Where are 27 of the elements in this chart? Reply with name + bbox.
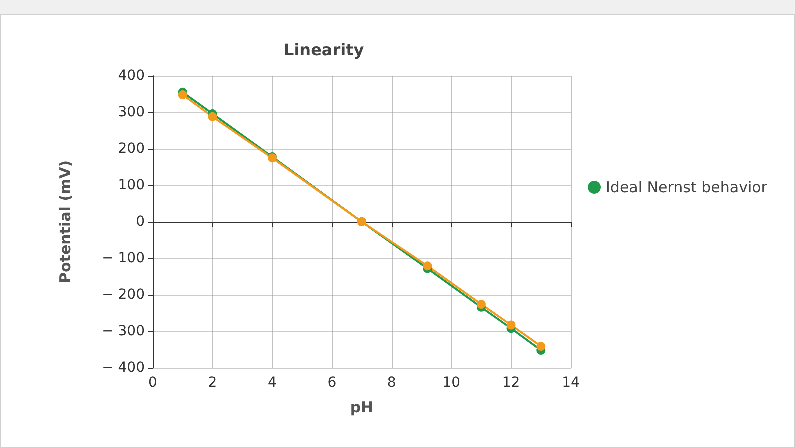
x-tick-label: 8 [387,375,396,391]
y-tick-label: − 100 [102,250,145,266]
chart-title: Linearity [284,40,365,60]
x-axis-title: pH [350,398,374,416]
y-tick-label: 400 [118,68,145,84]
point [208,112,218,122]
y-tick-label: 300 [118,104,145,120]
y-tick-label: − 400 [102,360,145,376]
y-tick-label: − 200 [102,287,145,303]
point [536,342,546,351]
y-tick-label: 0 [136,214,145,230]
x-tick-label: 2 [208,375,218,391]
x-tick-label: 14 [562,375,580,391]
legend-label: Ideal Nernst behavior [606,178,768,196]
y-axis-title: Potential (mV) [56,160,74,284]
y-tick-label: 100 [118,178,145,194]
point [423,262,432,271]
y-tick-label: − 300 [102,324,145,340]
x-tick-label: 4 [268,375,277,391]
point [476,300,486,309]
x-tick-label: 0 [148,375,158,391]
y-tick-label: 200 [118,141,145,157]
point [506,320,516,330]
x-tick-label: 12 [502,375,520,391]
point [178,90,188,100]
x-tick-label: 10 [442,375,460,391]
x-tick-label: 6 [328,375,337,391]
